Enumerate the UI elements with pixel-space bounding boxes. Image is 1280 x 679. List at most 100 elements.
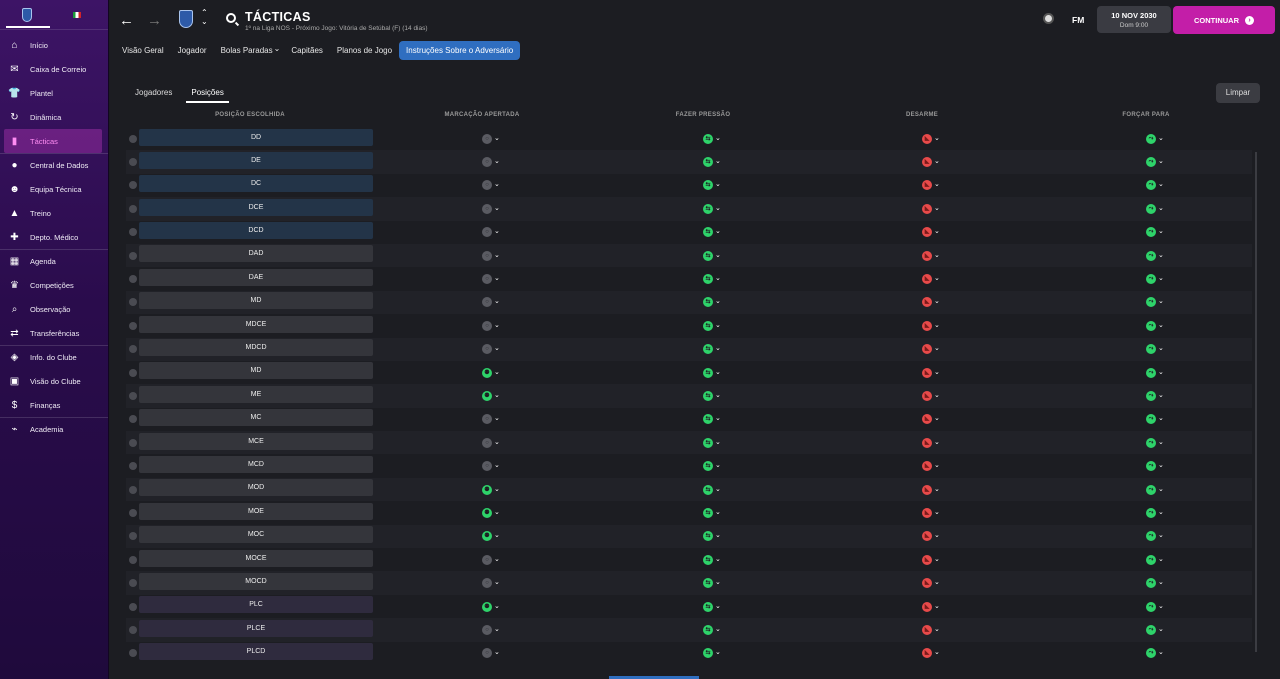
pressing-dropdown[interactable]: ⇆ ⌄	[703, 320, 721, 331]
tackling-dropdown[interactable]: ◣ ⌄	[922, 648, 940, 659]
position-label[interactable]: MD	[139, 362, 373, 380]
pressing-dropdown[interactable]: ⇆ ⌄	[703, 297, 721, 308]
sidebar-item-calendar[interactable]: ▦ Agenda	[0, 249, 108, 273]
row-select-check-icon[interactable]	[129, 228, 137, 237]
tackling-dropdown[interactable]: ◣ ⌄	[922, 180, 940, 191]
force-dropdown[interactable]: ⤳ ⌄	[1146, 437, 1164, 448]
sidebar-item-shirt[interactable]: 👕 Plantel	[0, 81, 108, 105]
row-select-check-icon[interactable]	[129, 181, 137, 190]
team-crest-icon[interactable]	[179, 10, 193, 28]
position-label[interactable]: ME	[139, 385, 373, 403]
sidebar-item-data-hub[interactable]: ● Central de Dados	[0, 153, 108, 177]
marking-dropdown[interactable]: ○ ⌄	[482, 203, 500, 214]
tab-3[interactable]: Capitães	[291, 46, 323, 55]
marking-dropdown[interactable]: ○ ⌄	[482, 344, 500, 355]
tab-1[interactable]: Jogador	[177, 46, 207, 55]
marking-dropdown[interactable]: ⚉ ⌄	[482, 367, 500, 378]
pressing-dropdown[interactable]: ⇆ ⌄	[703, 578, 721, 589]
tackling-dropdown[interactable]: ◣ ⌄	[922, 367, 940, 378]
tackling-dropdown[interactable]: ◣ ⌄	[922, 227, 940, 238]
sidebar-item-inbox[interactable]: ✉ Caixa de Correio	[0, 57, 108, 81]
sidebar-item-training[interactable]: ▲ Treino	[0, 201, 108, 225]
row-select-check-icon[interactable]	[129, 204, 137, 213]
pressing-dropdown[interactable]: ⇆ ⌄	[703, 250, 721, 261]
pressing-dropdown[interactable]: ⇆ ⌄	[703, 414, 721, 425]
marking-dropdown[interactable]: ○ ⌄	[482, 274, 500, 285]
row-select-check-icon[interactable]	[129, 579, 137, 588]
pressing-dropdown[interactable]: ⇆ ⌄	[703, 437, 721, 448]
force-dropdown[interactable]: ⤳ ⌄	[1146, 624, 1164, 635]
clear-button[interactable]: Limpar	[1216, 83, 1260, 103]
row-select-check-icon[interactable]	[129, 298, 137, 307]
column-header-marking[interactable]: MARCAÇÃO APERTADA	[444, 112, 520, 118]
force-dropdown[interactable]: ⤳ ⌄	[1146, 367, 1164, 378]
marking-dropdown[interactable]: ○ ⌄	[482, 320, 500, 331]
pressing-dropdown[interactable]: ⇆ ⌄	[703, 461, 721, 472]
force-dropdown[interactable]: ⤳ ⌄	[1146, 484, 1164, 495]
forward-arrow-icon[interactable]: →	[147, 12, 162, 29]
continue-button[interactable]: CONTINUAR ›	[1173, 6, 1275, 34]
force-dropdown[interactable]: ⤳ ⌄	[1146, 227, 1164, 238]
force-dropdown[interactable]: ⤳ ⌄	[1146, 250, 1164, 261]
row-select-check-icon[interactable]	[129, 555, 137, 564]
position-label[interactable]: DCE	[139, 198, 373, 216]
pressing-dropdown[interactable]: ⇆ ⌄	[703, 554, 721, 565]
subtab-0[interactable]: Jogadores	[135, 88, 173, 97]
force-dropdown[interactable]: ⤳ ⌄	[1146, 297, 1164, 308]
marking-dropdown[interactable]: ○ ⌄	[482, 624, 500, 635]
pressing-dropdown[interactable]: ⇆ ⌄	[703, 531, 721, 542]
force-dropdown[interactable]: ⤳ ⌄	[1146, 601, 1164, 612]
marking-dropdown[interactable]: ○ ⌄	[482, 437, 500, 448]
position-label[interactable]: MOD	[139, 479, 373, 497]
position-label[interactable]: MDCE	[139, 315, 373, 333]
marking-dropdown[interactable]: ⚉ ⌄	[482, 390, 500, 401]
position-label[interactable]: DAE	[139, 268, 373, 286]
row-select-check-icon[interactable]	[129, 649, 137, 658]
pressing-dropdown[interactable]: ⇆ ⌄	[703, 624, 721, 635]
sidebar-item-scouting[interactable]: ⌕ Observação	[0, 297, 108, 321]
pressing-dropdown[interactable]: ⇆ ⌄	[703, 484, 721, 495]
tackling-dropdown[interactable]: ◣ ⌄	[922, 461, 940, 472]
position-label[interactable]: MCE	[139, 432, 373, 450]
pressing-dropdown[interactable]: ⇆ ⌄	[703, 344, 721, 355]
row-select-check-icon[interactable]	[129, 391, 137, 400]
tackling-dropdown[interactable]: ◣ ⌄	[922, 578, 940, 589]
column-header-tackling[interactable]: DESARME	[905, 112, 939, 118]
marking-dropdown[interactable]: ○ ⌄	[482, 250, 500, 261]
tackling-dropdown[interactable]: ◣ ⌄	[922, 624, 940, 635]
tackling-dropdown[interactable]: ◣ ⌄	[922, 507, 940, 518]
pressing-dropdown[interactable]: ⇆ ⌄	[703, 157, 721, 168]
position-label[interactable]: MC	[139, 409, 373, 427]
date-display[interactable]: 10 NOV 2030 Dom 9:00	[1097, 6, 1171, 33]
tackling-dropdown[interactable]: ◣ ⌄	[922, 133, 940, 144]
subtab-1[interactable]: Posições	[186, 88, 229, 103]
row-select-check-icon[interactable]	[129, 321, 137, 330]
row-select-check-icon[interactable]	[129, 251, 137, 260]
nation-flag-icon[interactable]	[73, 12, 81, 18]
back-arrow-icon[interactable]: ←	[119, 12, 134, 29]
marking-dropdown[interactable]: ○ ⌄	[482, 461, 500, 472]
pressing-dropdown[interactable]: ⇆ ⌄	[703, 180, 721, 191]
sidebar-item-tactics[interactable]: ▮ Tácticas	[4, 129, 102, 153]
football-icon[interactable]	[1043, 13, 1054, 24]
position-label[interactable]: PLCE	[139, 619, 373, 637]
pressing-dropdown[interactable]: ⇆ ⌄	[703, 390, 721, 401]
marking-dropdown[interactable]: ○ ⌄	[482, 133, 500, 144]
position-label[interactable]: DC	[139, 175, 373, 193]
tackling-dropdown[interactable]: ◣ ⌄	[922, 344, 940, 355]
tackling-dropdown[interactable]: ◣ ⌄	[922, 320, 940, 331]
pressing-dropdown[interactable]: ⇆ ⌄	[703, 648, 721, 659]
position-label[interactable]: MOE	[139, 502, 373, 520]
tackling-dropdown[interactable]: ◣ ⌄	[922, 297, 940, 308]
marking-dropdown[interactable]: ○ ⌄	[482, 180, 500, 191]
tackling-dropdown[interactable]: ◣ ⌄	[922, 484, 940, 495]
sidebar-item-dynamics[interactable]: ↻ Dinâmica	[0, 105, 108, 129]
tackling-dropdown[interactable]: ◣ ⌄	[922, 554, 940, 565]
club-crest-icon[interactable]	[22, 8, 32, 22]
row-select-check-icon[interactable]	[129, 368, 137, 377]
position-label[interactable]: MD	[139, 292, 373, 310]
position-label[interactable]: MDCD	[139, 339, 373, 357]
row-select-check-icon[interactable]	[129, 345, 137, 354]
position-label[interactable]: DE	[139, 151, 373, 169]
force-dropdown[interactable]: ⤳ ⌄	[1146, 203, 1164, 214]
